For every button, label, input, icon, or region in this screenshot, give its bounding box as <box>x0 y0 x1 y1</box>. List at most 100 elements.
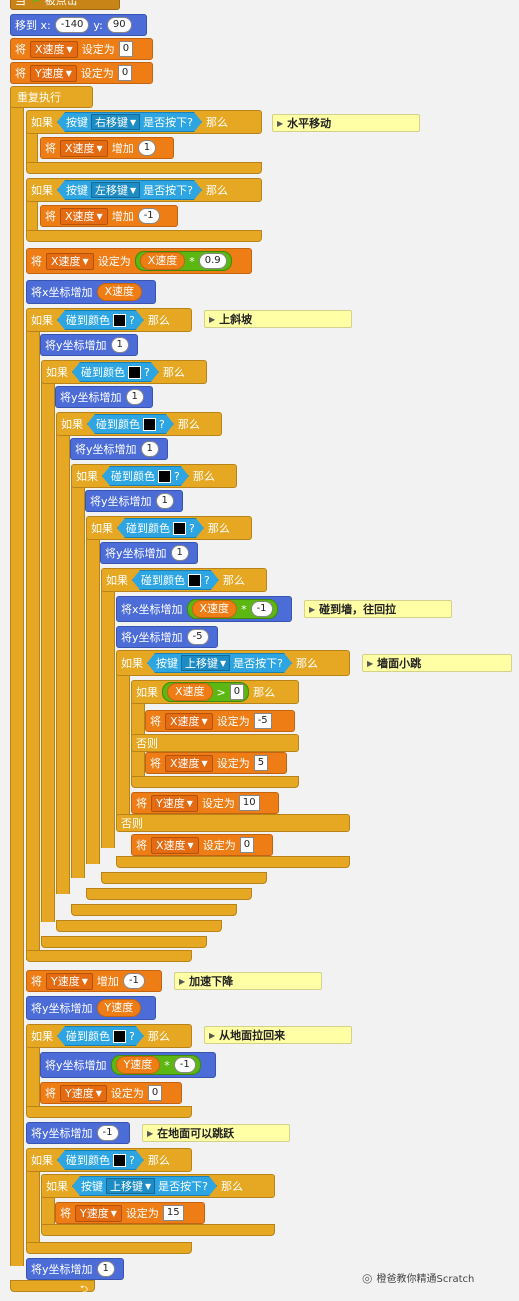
if-touching-color-block[interactable]: 如果 碰到颜色? 那么 <box>101 568 267 592</box>
var-dropdown[interactable]: Y速度 ▼ <box>46 972 93 990</box>
key-pressed-sensor[interactable]: 按键 上移键 ▼ 是否按下? <box>72 1176 217 1196</box>
yspeed-reporter[interactable]: Y速度 <box>96 999 142 1017</box>
set-yspeed-block[interactable]: 将 Y速度 ▼ 设定为 0 <box>10 62 153 84</box>
set-xspeed-friction-block[interactable]: 将 X速度 ▼ 设定为 X速度 * 0.9 <box>26 248 252 274</box>
change-x-block[interactable]: 将x坐标增加 X速度 <box>26 280 156 304</box>
value-input[interactable]: 1 <box>140 441 159 457</box>
multiply-operator[interactable]: X速度 * -1 <box>186 599 278 619</box>
touching-color-sensor[interactable]: 碰到颜色? <box>102 466 189 486</box>
var-dropdown[interactable]: X速度 ▼ <box>60 139 108 157</box>
change-y-block[interactable]: 将y坐标增加 1 <box>70 438 168 460</box>
change-yspeed-block[interactable]: 将 Y速度 ▼ 增加 -1 <box>26 970 162 992</box>
change-x-pushback-block[interactable]: 将x坐标增加 X速度 * -1 <box>116 596 292 622</box>
greater-operator[interactable]: X速度 >0 <box>162 682 250 702</box>
go-to-xy-block[interactable]: 移到 x: -140 y: 90 <box>10 14 147 36</box>
xspeed-reporter[interactable]: X速度 <box>191 600 238 618</box>
color-swatch[interactable] <box>143 418 156 431</box>
var-dropdown[interactable]: X速度 ▼ <box>165 712 213 730</box>
comment-ground[interactable]: ▶ 从地面拉回来 <box>204 1026 352 1044</box>
key-dropdown[interactable]: 右移键 ▼ <box>91 114 140 130</box>
yspeed-reporter[interactable]: Y速度 <box>115 1056 161 1074</box>
value-input[interactable]: 1 <box>110 337 129 353</box>
touching-color-sensor[interactable]: 碰到颜色? <box>87 414 174 434</box>
touching-color-sensor[interactable]: 碰到颜色? <box>57 1026 144 1046</box>
collapse-triangle-icon[interactable]: ▶ <box>179 976 186 986</box>
value-input[interactable]: -1 <box>96 1125 119 1141</box>
y-input[interactable]: 90 <box>106 17 132 33</box>
collapse-triangle-icon[interactable]: ▶ <box>309 604 316 614</box>
change-y-bounce-block[interactable]: 将y坐标增加 Y速度 * -1 <box>40 1052 216 1078</box>
value-input[interactable]: 0 <box>117 65 133 81</box>
set-yspeed-block[interactable]: 将 Y速度 ▼ 设定为 0 <box>40 1082 182 1104</box>
value-input[interactable]: 0 <box>229 684 245 700</box>
var-dropdown[interactable]: X速度 ▼ <box>151 836 199 854</box>
value-input[interactable]: -1 <box>122 973 145 989</box>
collapse-triangle-icon[interactable]: ▶ <box>209 1030 216 1040</box>
value-input[interactable]: 15 <box>162 1205 184 1221</box>
var-dropdown[interactable]: X速度 ▼ <box>60 207 108 225</box>
if-right-key-block[interactable]: 如果 按键 右移键 ▼ 是否按下? 那么 <box>26 110 262 134</box>
xspeed-reporter[interactable]: X速度 <box>139 252 186 270</box>
touching-color-sensor[interactable]: 碰到颜色? <box>57 310 144 330</box>
value-input[interactable]: -1 <box>137 208 160 224</box>
change-y-block[interactable]: 将y坐标增加 1 <box>85 490 183 512</box>
xspeed-reporter[interactable]: X速度 <box>167 683 213 701</box>
set-xspeed-block[interactable]: 将 X速度 ▼ 设定为 0 <box>131 834 273 856</box>
value-input[interactable]: -5 <box>253 713 272 729</box>
comment-wall[interactable]: ▶ 碰到墙，往回拉 <box>304 600 452 618</box>
comment-slope[interactable]: ▶ 上斜坡 <box>204 310 352 328</box>
if-touching-color-block[interactable]: 如果 碰到颜色? 那么 <box>26 308 192 332</box>
touching-color-sensor[interactable]: 碰到颜色? <box>57 1150 144 1170</box>
var-dropdown[interactable]: X速度 ▼ <box>165 754 213 772</box>
key-dropdown[interactable]: 左移键 ▼ <box>91 182 140 198</box>
value-input[interactable]: 1 <box>155 493 174 509</box>
forever-block[interactable]: 重复执行 <box>10 86 93 108</box>
collapse-triangle-icon[interactable]: ▶ <box>147 1128 154 1138</box>
set-yspeed-block[interactable]: 将 Y速度 ▼ 设定为 10 <box>131 792 279 814</box>
touching-color-sensor[interactable]: 碰到颜色? <box>132 570 219 590</box>
set-xspeed-block[interactable]: 将 X速度 ▼ 设定为 0 <box>10 38 153 60</box>
if-touching-color-block[interactable]: 如果 碰到颜色? 那么 <box>86 516 252 540</box>
color-swatch[interactable] <box>128 366 141 379</box>
color-swatch[interactable] <box>113 1154 126 1167</box>
change-y-block[interactable]: 将y坐标增加 1 <box>26 1258 124 1280</box>
if-up-key-block[interactable]: 如果 按键 上移键 ▼ 是否按下? 那么 <box>116 650 350 676</box>
key-dropdown[interactable]: 上移键 ▼ <box>106 1178 155 1194</box>
comment-horizontal-move[interactable]: ▶ 水平移动 <box>272 114 420 132</box>
change-y-block[interactable]: 将y坐标增加 1 <box>100 542 198 564</box>
touching-color-sensor[interactable]: 碰到颜色? <box>117 518 204 538</box>
set-xspeed-block[interactable]: 将 X速度 ▼ 设定为 5 <box>145 752 287 774</box>
comment-probe[interactable]: ▶ 在地面可以跳跃 <box>142 1124 290 1142</box>
if-touching-color-block[interactable]: 如果 碰到颜色? 那么 <box>56 412 222 436</box>
value-input[interactable]: 0 <box>239 837 255 853</box>
var-dropdown[interactable]: Y速度 ▼ <box>30 64 77 82</box>
var-dropdown[interactable]: Y速度 ▼ <box>75 1204 122 1222</box>
if-xspeed-gt-block[interactable]: 如果 X速度 >0 那么 <box>131 680 299 704</box>
change-xspeed-block[interactable]: 将 X速度 ▼ 增加 -1 <box>40 205 178 227</box>
x-input[interactable]: -140 <box>54 17 90 33</box>
touching-color-sensor[interactable]: 碰到颜色? <box>72 362 159 382</box>
value-input[interactable]: 0.9 <box>198 253 227 269</box>
xspeed-reporter[interactable]: X速度 <box>96 283 143 301</box>
color-swatch[interactable] <box>113 1030 126 1043</box>
var-dropdown[interactable]: Y速度 ▼ <box>151 794 198 812</box>
value-input[interactable]: 0 <box>147 1085 163 1101</box>
color-swatch[interactable] <box>158 470 171 483</box>
key-pressed-sensor[interactable]: 按键 右移键 ▼ 是否按下? <box>57 112 202 132</box>
value-input[interactable]: -1 <box>173 1057 196 1073</box>
color-swatch[interactable] <box>173 522 186 535</box>
change-y-block[interactable]: 将y坐标增加 -5 <box>116 626 218 648</box>
multiply-operator[interactable]: Y速度 * -1 <box>110 1055 201 1075</box>
var-dropdown[interactable]: X速度 ▼ <box>46 252 94 270</box>
collapse-triangle-icon[interactable]: ▶ <box>277 118 284 128</box>
color-swatch[interactable] <box>188 574 201 587</box>
value-input[interactable]: 1 <box>170 545 189 561</box>
set-yspeed-block[interactable]: 将 Y速度 ▼ 设定为 15 <box>55 1202 205 1224</box>
if-touching-color-block[interactable]: 如果 碰到颜色? 那么 <box>26 1024 192 1048</box>
change-y-block[interactable]: 将y坐标增加 1 <box>40 334 138 356</box>
key-pressed-sensor[interactable]: 按键 左移键 ▼ 是否按下? <box>57 180 202 200</box>
change-y-block[interactable]: 将y坐标增加 1 <box>55 386 153 408</box>
when-flag-clicked-hat[interactable]: 当 ⚑ 被点击 <box>10 0 120 10</box>
value-input[interactable]: 0 <box>118 41 134 57</box>
